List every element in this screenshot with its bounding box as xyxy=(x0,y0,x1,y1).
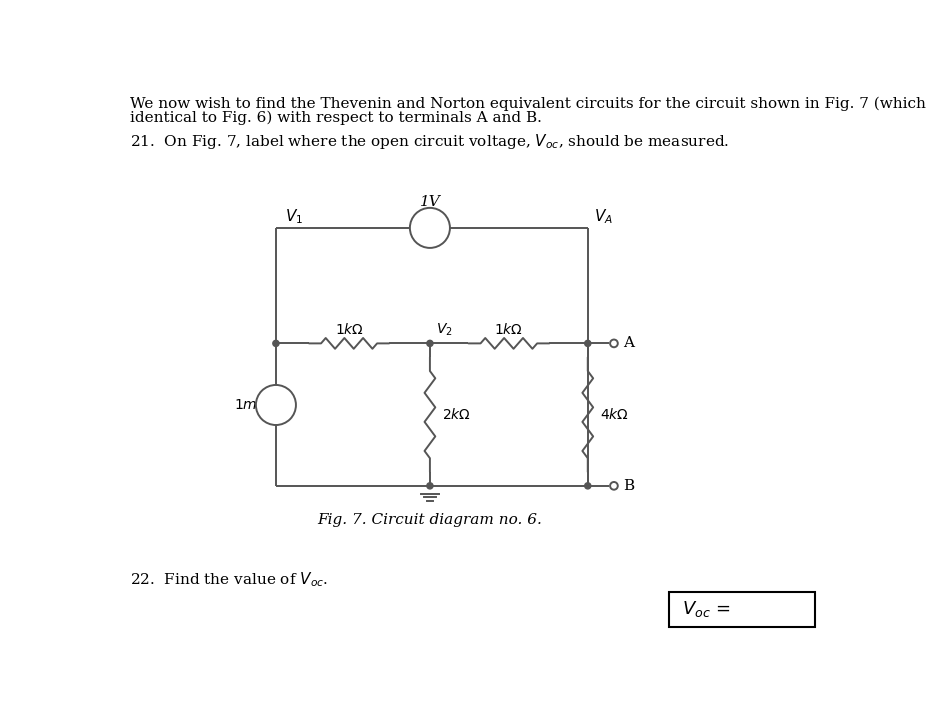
Text: $V_1$: $V_1$ xyxy=(285,208,304,226)
Text: 21.  On Fig. 7, label where the open circuit voltage, $V_{oc}$, should be measur: 21. On Fig. 7, label where the open circ… xyxy=(130,132,729,151)
Circle shape xyxy=(584,483,591,489)
Text: $V_2$: $V_2$ xyxy=(436,321,453,337)
Text: $1mA$: $1mA$ xyxy=(233,398,267,412)
Text: $V_A$: $V_A$ xyxy=(594,208,613,226)
Text: $2k\Omega$: $2k\Omega$ xyxy=(443,407,471,422)
Circle shape xyxy=(610,340,618,347)
Text: A: A xyxy=(623,336,634,350)
Bar xyxy=(669,592,815,627)
Text: B: B xyxy=(623,479,634,493)
Text: 22.  Find the value of $V_{oc}$.: 22. Find the value of $V_{oc}$. xyxy=(130,570,328,590)
Circle shape xyxy=(256,385,296,425)
Text: $V_{oc}$ =: $V_{oc}$ = xyxy=(682,600,731,619)
Text: Fig. 7. Circuit diagram no. 6.: Fig. 7. Circuit diagram no. 6. xyxy=(318,513,543,528)
Text: $1k\Omega$: $1k\Omega$ xyxy=(334,322,364,337)
Circle shape xyxy=(427,340,433,347)
Text: $1k\Omega$: $1k\Omega$ xyxy=(494,322,523,337)
Text: +: + xyxy=(419,221,432,235)
Text: 1: 1 xyxy=(431,221,440,235)
Text: We now wish to find the Thevenin and Norton equivalent circuits for the circuit : We now wish to find the Thevenin and Nor… xyxy=(130,97,926,111)
Text: 1V: 1V xyxy=(419,194,440,209)
Text: $4k\Omega$: $4k\Omega$ xyxy=(600,407,629,422)
Circle shape xyxy=(410,208,450,248)
Text: identical to Fig. 6) with respect to terminals A and B.: identical to Fig. 6) with respect to ter… xyxy=(130,111,542,125)
Circle shape xyxy=(273,340,279,347)
Circle shape xyxy=(584,340,591,347)
Circle shape xyxy=(610,482,618,490)
Circle shape xyxy=(427,483,433,489)
